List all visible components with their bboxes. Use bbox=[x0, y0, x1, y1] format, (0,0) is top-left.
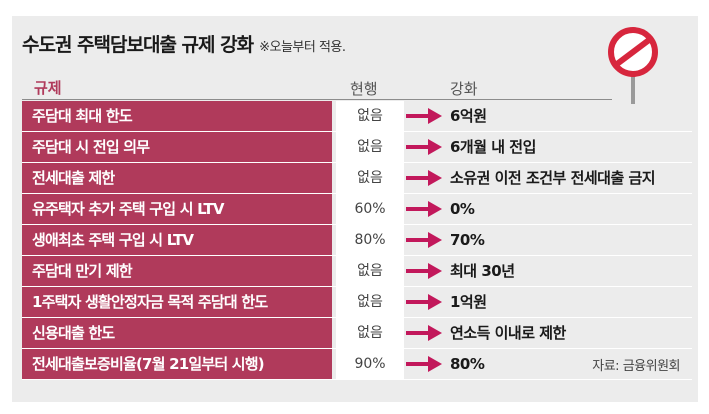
table-row: 신용대출 한도 없음 연소득 이내로 제한 bbox=[22, 318, 692, 349]
current-cell: 80% bbox=[336, 225, 404, 255]
right-arrow-icon bbox=[406, 170, 442, 186]
right-arrow-icon bbox=[406, 139, 442, 155]
new-cell: 6억원 bbox=[450, 107, 487, 125]
source-credit: 자료: 금융위원회 bbox=[592, 359, 680, 374]
table-row: 전세대출 제한 없음 소유권 이전 조건부 전세대출 금지 bbox=[22, 163, 692, 194]
page-title: 수도권 주택담보대출 규제 강화 bbox=[22, 34, 254, 56]
rule-cell: 유주택자 추가 주택 구입 시 LTV bbox=[22, 194, 332, 224]
new-cell: 1억원 bbox=[450, 293, 487, 311]
header-rule: 규제 bbox=[34, 79, 62, 97]
table-row: 전세대출보증비율(7월 21일부터 시행) 90% 80% 자료: 금융위원회 bbox=[22, 349, 692, 380]
rule-cell: 1주택자 생활안정자금 목적 주담대 한도 bbox=[22, 287, 332, 317]
new-cell: 6개월 내 전입 bbox=[450, 138, 536, 156]
header-divider bbox=[22, 99, 612, 100]
header-current: 현행 bbox=[350, 80, 378, 98]
rule-cell: 주담대 만기 제한 bbox=[22, 256, 332, 286]
current-cell: 60% bbox=[336, 194, 404, 224]
current-cell: 없음 bbox=[336, 318, 404, 348]
current-cell: 없음 bbox=[336, 256, 404, 286]
new-cell: 80% bbox=[450, 355, 485, 373]
current-cell: 없음 bbox=[336, 163, 404, 193]
right-arrow-icon bbox=[406, 201, 442, 217]
new-cell: 70% bbox=[450, 231, 485, 249]
new-cell: 0% bbox=[450, 200, 475, 218]
header-new: 강화 bbox=[450, 80, 478, 98]
rule-cell: 신용대출 한도 bbox=[22, 318, 332, 348]
new-cell: 소유권 이전 조건부 전세대출 금지 bbox=[450, 169, 656, 187]
right-arrow-icon bbox=[406, 294, 442, 310]
current-cell: 없음 bbox=[336, 287, 404, 317]
right-arrow-icon bbox=[406, 232, 442, 248]
rule-cell: 주담대 최대 한도 bbox=[22, 101, 332, 131]
table-row: 생애최초 주택 구입 시 LTV 80% 70% bbox=[22, 225, 692, 256]
table-row: 주담대 시 전입 의무 없음 6개월 내 전입 bbox=[22, 132, 692, 163]
regulation-table: 주담대 최대 한도 없음 6억원 주담대 시 전입 의무 없음 6개월 내 전입… bbox=[22, 101, 692, 380]
right-arrow-icon bbox=[406, 325, 442, 341]
right-arrow-icon bbox=[406, 263, 442, 279]
page-subtitle: ※오늘부터 적용. bbox=[259, 40, 346, 55]
current-cell: 없음 bbox=[336, 132, 404, 162]
rule-cell: 주담대 시 전입 의무 bbox=[22, 132, 332, 162]
table-row: 1주택자 생활안정자금 목적 주담대 한도 없음 1억원 bbox=[22, 287, 692, 318]
right-arrow-icon bbox=[406, 108, 442, 124]
rule-cell: 전세대출보증비율(7월 21일부터 시행) bbox=[22, 349, 332, 379]
table-row: 주담대 만기 제한 없음 최대 30년 bbox=[22, 256, 692, 287]
rule-cell: 생애최초 주택 구입 시 LTV bbox=[22, 225, 332, 255]
new-cell: 연소득 이내로 제한 bbox=[450, 324, 566, 342]
current-cell: 90% bbox=[336, 349, 404, 379]
title-row: 수도권 주택담보대출 규제 강화 ※오늘부터 적용. bbox=[22, 30, 346, 57]
current-cell: 없음 bbox=[336, 101, 404, 131]
table-row: 유주택자 추가 주택 구입 시 LTV 60% 0% bbox=[22, 194, 692, 225]
no-entry-sign-icon bbox=[608, 27, 658, 104]
right-arrow-icon bbox=[406, 356, 442, 372]
new-cell: 최대 30년 bbox=[450, 262, 515, 280]
rule-cell: 전세대출 제한 bbox=[22, 163, 332, 193]
table-row: 주담대 최대 한도 없음 6억원 bbox=[22, 101, 692, 132]
